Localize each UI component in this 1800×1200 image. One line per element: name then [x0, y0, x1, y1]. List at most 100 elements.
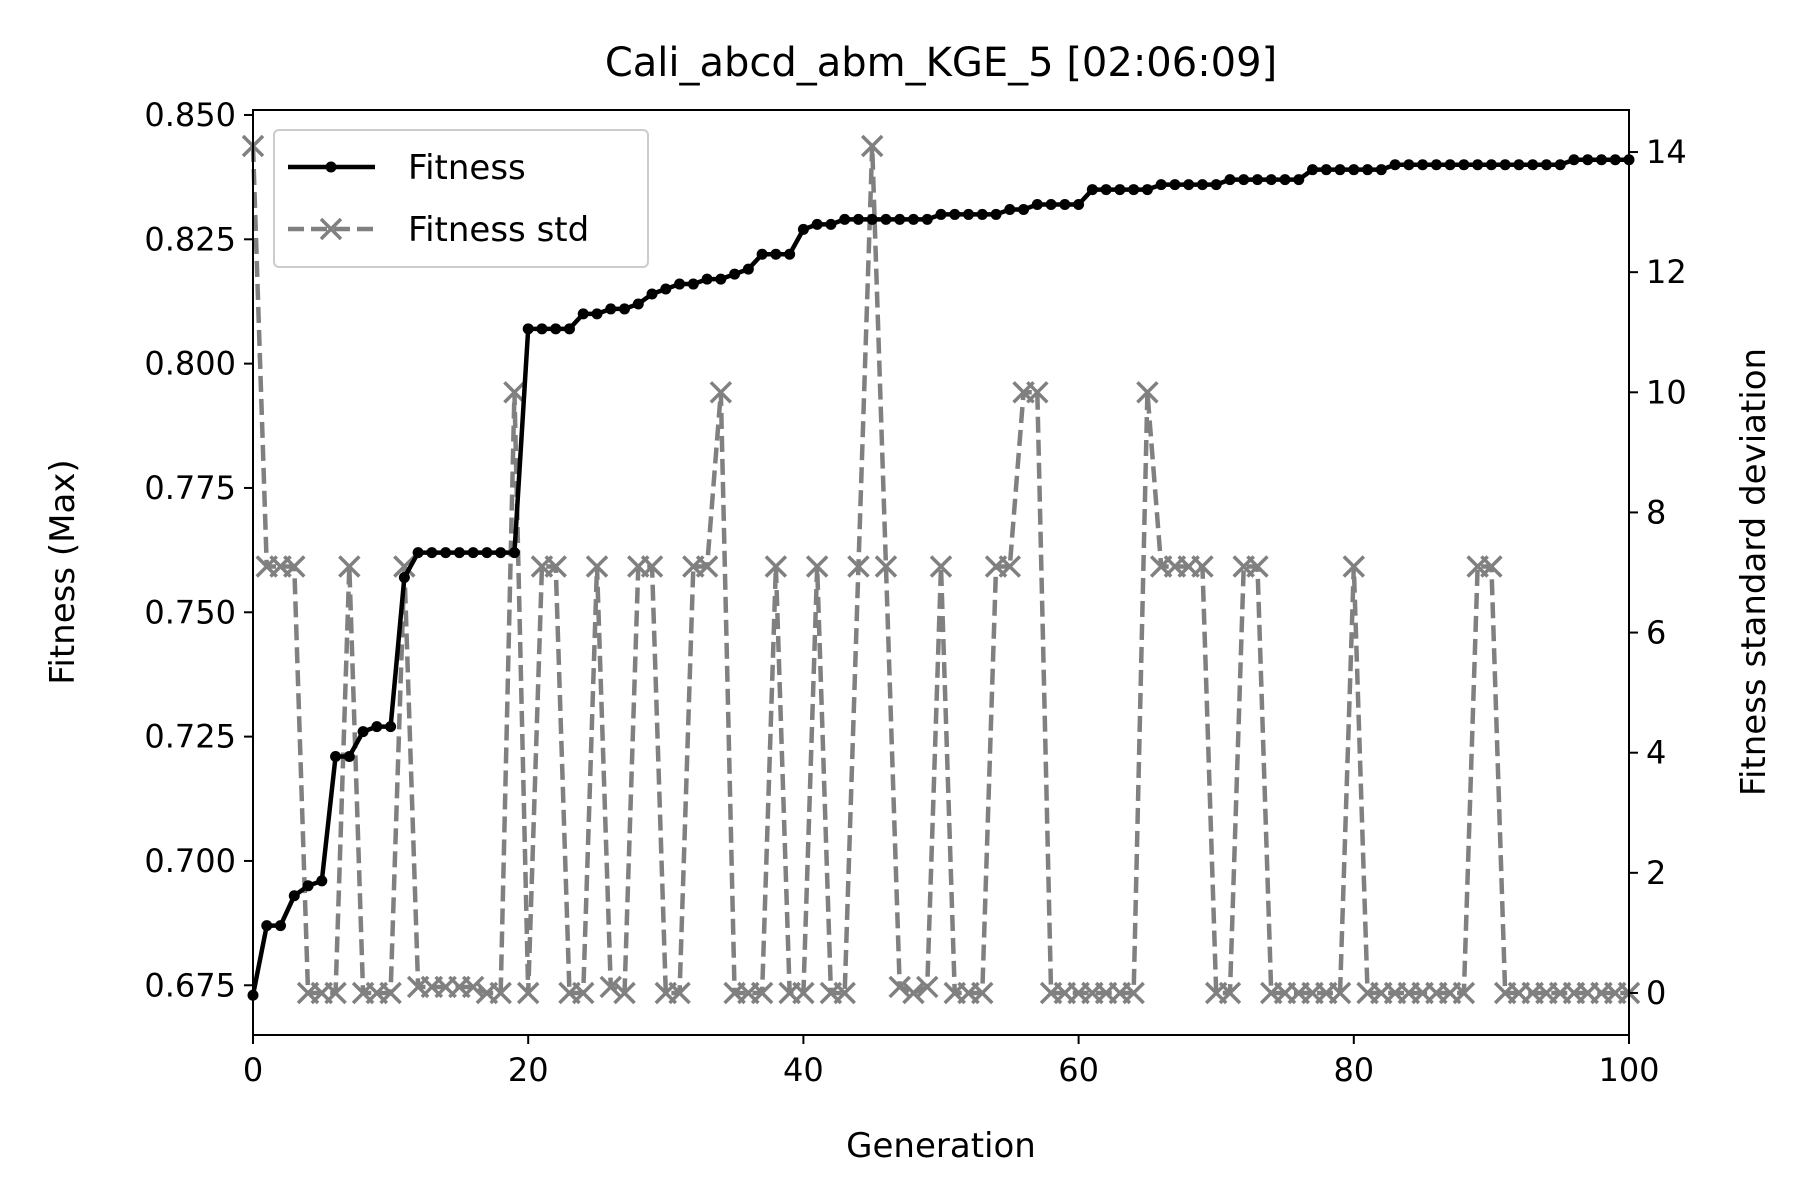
fitness-point: [1540, 159, 1552, 171]
fitness-point: [1595, 154, 1607, 166]
fitness-point: [591, 308, 603, 320]
x-tick-label: 20: [508, 1051, 549, 1089]
fitness-point: [687, 278, 699, 290]
fitness-point: [1430, 159, 1442, 171]
fitness-point: [605, 303, 617, 315]
fitness-std-point: [338, 555, 361, 578]
fitness-std-point: [283, 555, 306, 578]
fitness-point: [1238, 174, 1250, 186]
fitness-std-point: [544, 555, 567, 578]
fitness-point: [1031, 198, 1043, 210]
y2-tick-label: 8: [1646, 493, 1666, 531]
fitness-std-point: [709, 381, 733, 404]
fitness-point: [453, 547, 465, 559]
y2-tick-label: 10: [1646, 373, 1687, 411]
fitness-point: [729, 268, 741, 280]
fitness-point: [412, 547, 424, 559]
fitness-point: [385, 721, 397, 733]
fitness-std-point: [971, 981, 994, 1005]
fitness-std-point: [393, 555, 416, 578]
fitness-point: [1485, 159, 1497, 171]
fitness-point: [949, 208, 961, 220]
fitness-point: [742, 263, 754, 275]
fitness-point: [1609, 154, 1621, 166]
fitness-point: [330, 751, 342, 763]
fitness-std-point: [503, 381, 526, 404]
fitness-point: [357, 726, 369, 738]
fitness-std-point: [792, 981, 815, 1005]
fitness-point: [1100, 184, 1112, 196]
fitness-point: [1224, 174, 1236, 186]
fitness-point: [674, 278, 686, 290]
fitness-std-point: [1218, 981, 1242, 1005]
y-tick-label: 0.750: [144, 593, 236, 631]
fitness-point: [1513, 159, 1525, 171]
fitness-point: [852, 213, 864, 225]
fitness-point: [1169, 179, 1181, 191]
fitness-point: [467, 547, 479, 559]
fitness-point: [1018, 203, 1030, 215]
fitness-std-point: [1480, 555, 1503, 578]
x-tick-label: 60: [1058, 1051, 1099, 1089]
fitness-point: [1155, 179, 1167, 191]
fitness-point: [1458, 159, 1470, 171]
fitness-std-point: [1328, 981, 1352, 1005]
fitness-point: [1045, 198, 1057, 210]
fitness-point: [550, 323, 562, 335]
legend-std-label: Fitness std: [408, 210, 589, 250]
fitness-point: [1472, 159, 1484, 171]
fitness-point: [1403, 159, 1415, 171]
fitness-point: [963, 208, 975, 220]
y2-tick-label: 14: [1646, 133, 1687, 171]
fitness-std-point: [998, 555, 1022, 578]
fitness-point: [756, 248, 768, 260]
fitness-point: [1210, 179, 1222, 191]
fitness-point: [1279, 174, 1291, 186]
fitness-point: [1417, 159, 1429, 171]
fitness-point: [288, 890, 300, 902]
fitness-point: [1334, 164, 1346, 176]
fitness-point: [1004, 203, 1016, 215]
fitness-std-point: [1136, 381, 1159, 404]
fitness-point: [935, 208, 947, 220]
x-tick-label: 40: [783, 1051, 824, 1089]
y-axis-ticks: 0.675 0.700 0.725 0.750 0.775 0.800 0.825 0.850: [144, 96, 253, 1004]
fitness-point: [894, 213, 906, 225]
fitness-std-point: [516, 981, 540, 1005]
fitness-point: [371, 721, 383, 733]
fitness-point: [522, 323, 534, 335]
fitness-point: [646, 288, 658, 300]
fitness-std-point: [764, 555, 788, 578]
fitness-std-point: [640, 555, 664, 578]
fitness-point: [302, 880, 314, 892]
x-tick-label: 80: [1333, 1051, 1374, 1089]
x-axis-label: Generation: [846, 1126, 1036, 1166]
fitness-std-point: [1452, 981, 1476, 1005]
fitness-point: [1554, 159, 1566, 171]
fitness-std-point: [888, 975, 911, 999]
fitness-point: [508, 547, 520, 559]
fitness-point: [784, 248, 796, 260]
fitness-point: [1320, 164, 1332, 176]
chart-title: Cali_abcd_abm_KGE_5 [02:06:09]: [605, 40, 1277, 86]
y2-tick-label: 0: [1646, 974, 1666, 1012]
fitness-point: [275, 920, 287, 932]
fitness-point: [1128, 184, 1140, 196]
legend-std-marker: [319, 217, 343, 241]
fitness-point: [976, 208, 988, 220]
fitness-point: [632, 298, 644, 310]
fitness-point: [481, 547, 493, 559]
fitness-point: [1568, 154, 1580, 166]
fitness-point: [1086, 184, 1098, 196]
fitness-std-point: [585, 555, 609, 578]
fitness-std-point: [1342, 555, 1366, 578]
fitness-std-point: [489, 981, 512, 1005]
fitness-point: [1444, 159, 1456, 171]
fitness-std-point: [929, 555, 953, 578]
plot-frame: [252, 109, 1630, 1036]
fitness-point: [1196, 179, 1208, 191]
fitness-point: [1582, 154, 1594, 166]
fitness-point: [1141, 184, 1153, 196]
fitness-point: [563, 323, 575, 335]
